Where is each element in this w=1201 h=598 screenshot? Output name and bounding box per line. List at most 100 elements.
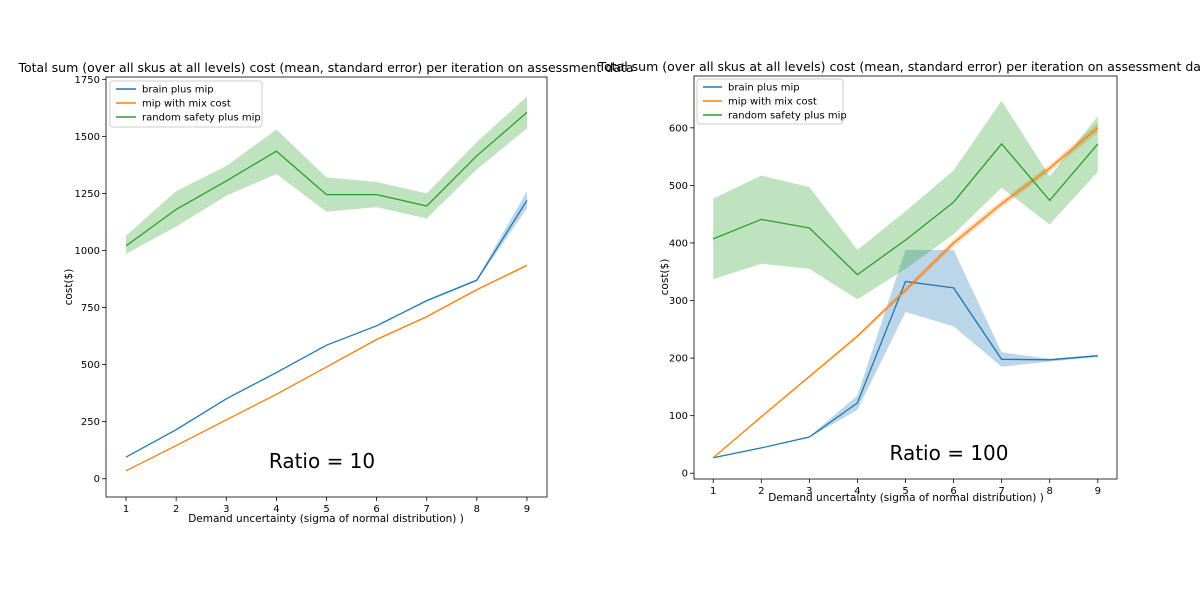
legend-label-mix: mip with mix cost — [728, 97, 817, 108]
y-tick-label: 100 — [669, 411, 688, 422]
point-random-safety-plus-mip — [175, 208, 177, 210]
band-brain-plus-mip — [713, 249, 1098, 458]
x-tick-label: 4 — [273, 504, 279, 515]
point-brain-plus-mip — [952, 287, 954, 289]
y-axis-ticks: 0 250 500 750 1000 1250 1500 1750 — [75, 75, 106, 485]
point-random-safety-plus-mip — [375, 193, 377, 195]
legend-label-random: random safety plus mip — [142, 113, 261, 124]
y-tick-label: 300 — [669, 296, 688, 307]
point-mip-with-mix-cost — [712, 457, 714, 459]
line-mip-with-mix-cost — [712, 127, 1099, 459]
point-random-safety-plus-mip — [808, 227, 810, 229]
point-random-safety-plus-mip — [1000, 143, 1002, 145]
y-tick-label: 500 — [669, 181, 688, 192]
point-random-safety-plus-mip — [476, 155, 478, 157]
point-mip-with-mix-cost — [275, 393, 277, 395]
y-tick-label: 750 — [81, 303, 100, 314]
point-mip-with-mix-cost — [175, 444, 177, 446]
y-tick-label: 200 — [669, 354, 688, 365]
x-tick-label: 7 — [424, 504, 430, 515]
legend-label-random: random safety plus mip — [728, 111, 847, 122]
x-axis-ticks: 1 2 3 4 5 6 7 8 9 — [710, 479, 1101, 497]
point-mip-with-mix-cost — [526, 264, 528, 266]
line-brain-plus-mip — [713, 280, 1098, 459]
y-tick-label: 0 — [94, 474, 100, 485]
point-random-safety-plus-mip — [125, 245, 127, 247]
point-brain-plus-mip — [175, 429, 177, 431]
series-lines — [125, 111, 528, 472]
y-axis-label: cost($) — [63, 269, 75, 306]
point-random-safety-plus-mip — [225, 180, 227, 182]
point-brain-plus-mip — [856, 402, 858, 404]
x-tick-label: 6 — [373, 504, 379, 515]
x-tick-label: 9 — [524, 504, 530, 515]
x-tick-label: 3 — [223, 504, 229, 515]
point-mip-with-mix-cost — [952, 242, 954, 244]
x-tick-label: 1 — [710, 486, 716, 497]
point-brain-plus-mip — [125, 456, 127, 458]
point-random-safety-plus-mip — [426, 205, 428, 207]
line-random-safety-plus-mip — [125, 111, 528, 247]
legend: brain plus mip mip with mix cost random … — [109, 80, 263, 128]
chart-title: Total sum (over all skus at all levels) … — [17, 60, 633, 75]
legend-box — [696, 78, 844, 125]
x-axis-label: Demand uncertainty (sigma of normal dist… — [768, 492, 1044, 504]
band-random-safety-plus-mip — [126, 96, 527, 254]
line-mip-with-mix-cost — [125, 264, 528, 472]
point-brain-plus-mip — [225, 398, 227, 400]
ratio-annotation: Ratio = 10 — [269, 449, 375, 473]
x-tick-label: 5 — [323, 504, 329, 515]
confidence-bands — [713, 100, 1098, 459]
y-tick-label: 1500 — [75, 132, 100, 143]
point-random-safety-plus-mip — [952, 201, 954, 203]
point-brain-plus-mip — [476, 279, 478, 281]
point-brain-plus-mip — [426, 300, 428, 302]
point-mip-with-mix-cost — [125, 470, 127, 472]
point-random-safety-plus-mip — [1049, 199, 1051, 201]
legend-box — [109, 80, 263, 128]
point-random-safety-plus-mip — [856, 273, 858, 275]
y-tick-label: 1250 — [75, 189, 100, 200]
ratio-annotation: Ratio = 100 — [890, 441, 1009, 465]
point-brain-plus-mip — [1097, 355, 1099, 357]
chart-title: Total sum (over all skus at all levels) … — [597, 59, 1201, 74]
point-mip-with-mix-cost — [760, 416, 762, 418]
x-tick-label: 8 — [1047, 486, 1053, 497]
y-tick-label: 600 — [669, 123, 688, 134]
y-tick-label: 400 — [669, 238, 688, 249]
point-mip-with-mix-cost — [808, 375, 810, 377]
band-random-safety-plus-mip — [713, 100, 1098, 300]
point-random-safety-plus-mip — [275, 150, 277, 152]
point-brain-plus-mip — [275, 371, 277, 373]
y-tick-label: 1750 — [75, 75, 100, 86]
point-brain-plus-mip — [808, 436, 810, 438]
point-mip-with-mix-cost — [375, 338, 377, 340]
point-brain-plus-mip — [904, 280, 906, 282]
legend-label-brain: brain plus mip — [142, 85, 214, 96]
point-random-safety-plus-mip — [526, 111, 528, 113]
x-tick-label: 7 — [998, 486, 1004, 497]
x-tick-label: 9 — [1095, 486, 1101, 497]
legend-label-brain: brain plus mip — [728, 83, 800, 94]
x-tick-label: 6 — [950, 486, 956, 497]
x-axis-ticks: 1 2 3 4 5 6 7 8 9 — [123, 497, 530, 515]
x-tick-label: 2 — [758, 486, 764, 497]
y-tick-label: 500 — [81, 360, 100, 371]
point-mip-with-mix-cost — [325, 366, 327, 368]
legend-label-mix: mip with mix cost — [142, 99, 231, 110]
point-random-safety-plus-mip — [325, 193, 327, 195]
point-mip-with-mix-cost — [1097, 127, 1099, 129]
chart-ratio-10: Total sum (over all skus at all levels) … — [17, 60, 633, 525]
point-mip-with-mix-cost — [904, 289, 906, 291]
point-mip-with-mix-cost — [1000, 203, 1002, 205]
point-mip-with-mix-cost — [1049, 167, 1051, 169]
point-brain-plus-mip — [325, 344, 327, 346]
y-axis-label: cost($) — [659, 259, 671, 296]
x-tick-label: 2 — [173, 504, 179, 515]
point-brain-plus-mip — [1000, 358, 1002, 360]
point-mip-with-mix-cost — [426, 316, 428, 318]
point-random-safety-plus-mip — [712, 238, 714, 240]
line-brain-plus-mip — [125, 199, 528, 458]
legend: brain plus mip mip with mix cost random … — [696, 78, 847, 125]
